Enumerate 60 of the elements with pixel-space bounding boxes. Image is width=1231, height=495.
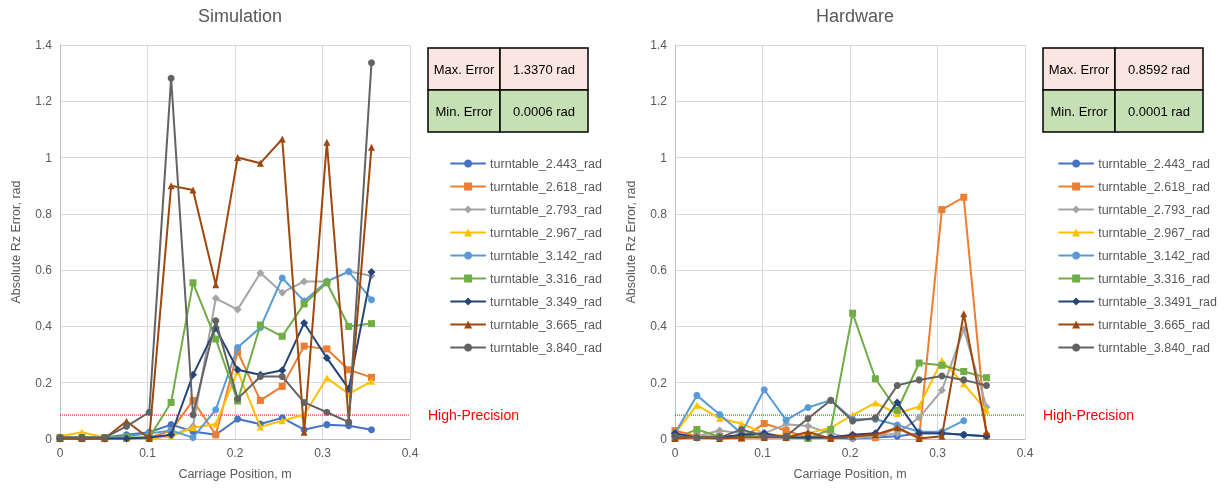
y-axis-title: Absolute Rz Error, rad bbox=[623, 180, 638, 304]
legend-label: turntable_2.618_rad bbox=[1098, 179, 1211, 194]
x-tick-label: 0 bbox=[671, 446, 679, 460]
legend-label: turntable_2.793_rad bbox=[490, 202, 603, 217]
y-tick-label: 0.6 bbox=[35, 263, 53, 278]
x-tick-label: 0.1 bbox=[754, 446, 772, 460]
x-axis-title: Carriage Position, m bbox=[793, 466, 907, 481]
y-tick-label: 0 bbox=[660, 432, 668, 446]
y-tick-label: 0.8 bbox=[650, 206, 668, 221]
x-axis-title: Carriage Position, m bbox=[178, 466, 292, 481]
y-tick-label: 0 bbox=[45, 432, 53, 446]
legend-label: turntable_3.316_rad bbox=[1098, 271, 1211, 286]
y-tick-label: 1 bbox=[45, 150, 53, 165]
y-tick-label: 1.4 bbox=[35, 38, 53, 52]
x-tick-label: 0.2 bbox=[841, 446, 859, 460]
text: 0.8592 rad bbox=[1127, 61, 1191, 77]
text: Min. Error bbox=[1050, 103, 1109, 119]
x-tick-label: 0.1 bbox=[139, 446, 157, 460]
legend-label: turntable_2.793_rad bbox=[1098, 202, 1211, 217]
text: Max. Error bbox=[1048, 61, 1111, 77]
legend-label: turntable_2.443_rad bbox=[490, 156, 603, 171]
x-tick-label: 0.3 bbox=[929, 446, 947, 460]
chart-title: Simulation bbox=[197, 6, 283, 26]
text: 0.0001 rad bbox=[1127, 103, 1191, 119]
y-tick-label: 1 bbox=[660, 150, 668, 165]
chart-title: Hardware bbox=[815, 6, 895, 26]
legend-label: turntable_2.618_rad bbox=[490, 179, 603, 194]
text: Min. Error bbox=[435, 103, 494, 119]
legend-label: turntable_3.142_rad bbox=[490, 248, 603, 263]
legend-label: turntable_3.142_rad bbox=[1098, 248, 1211, 263]
x-tick-label: 0.2 bbox=[226, 446, 244, 460]
ref-line-label: High-Precision bbox=[1043, 407, 1135, 424]
text: 0.0006 rad bbox=[512, 103, 576, 119]
y-tick-label: 0.4 bbox=[650, 319, 668, 334]
y-tick-label: 1.2 bbox=[650, 94, 668, 109]
y-tick-label: 0.6 bbox=[650, 263, 668, 278]
x-tick-label: 0.4 bbox=[401, 446, 419, 460]
legend-label: turntable_3.349_rad bbox=[490, 294, 603, 309]
text: Max. Error bbox=[433, 61, 496, 77]
text: 1.3370 rad bbox=[512, 61, 576, 77]
legend-label: turntable_2.967_rad bbox=[490, 225, 603, 240]
y-tick-label: 0.8 bbox=[35, 206, 53, 221]
ref-line-label: High-Precision bbox=[428, 407, 520, 424]
y-tick-label: 1.2 bbox=[35, 94, 53, 109]
y-axis-title: Absolute Rz Error, rad bbox=[8, 180, 23, 304]
legend-label: turntable_2.443_rad bbox=[1098, 156, 1211, 171]
x-tick-label: 0.3 bbox=[314, 446, 332, 460]
legend-label: turntable_3.316_rad bbox=[490, 271, 603, 286]
legend-label: turntable_3.665_rad bbox=[490, 317, 603, 332]
legend-label: turntable_3.665_rad bbox=[1098, 317, 1211, 332]
y-tick-label: 0.2 bbox=[35, 375, 53, 390]
y-tick-label: 0.2 bbox=[650, 375, 668, 390]
legend-label: turntable_3.840_rad bbox=[490, 340, 603, 355]
x-tick-label: 0 bbox=[56, 446, 64, 460]
y-tick-label: 0.4 bbox=[35, 319, 53, 334]
legend-label: turntable_3.3491_rad bbox=[1098, 294, 1218, 309]
y-tick-label: 1.4 bbox=[650, 38, 668, 52]
x-tick-label: 0.4 bbox=[1016, 446, 1034, 460]
legend-label: turntable_2.967_rad bbox=[1098, 225, 1211, 240]
legend-label: turntable_3.840_rad bbox=[1098, 340, 1211, 355]
